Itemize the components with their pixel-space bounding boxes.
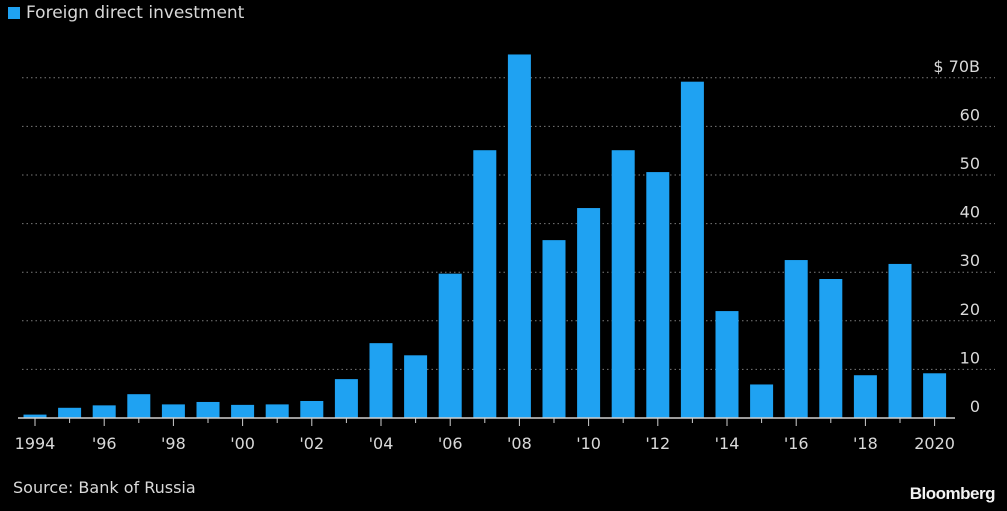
x-tick-label: '02 xyxy=(299,434,324,453)
source-note: Source: Bank of Russia xyxy=(13,478,196,497)
bar-1996 xyxy=(92,405,116,418)
bar-2019 xyxy=(888,263,912,418)
bar-2008 xyxy=(507,54,531,419)
x-tick-label: 1994 xyxy=(15,434,56,453)
x-tick-label: '14 xyxy=(715,434,740,453)
x-tick-label: '96 xyxy=(92,434,117,453)
bar-2010 xyxy=(577,208,601,418)
x-tick-label: '08 xyxy=(507,434,532,453)
x-tick-label: '16 xyxy=(784,434,809,453)
bar-2011 xyxy=(611,150,635,419)
bar-1995 xyxy=(58,407,82,418)
bar-2018 xyxy=(853,375,877,418)
x-tick-label: '06 xyxy=(438,434,463,453)
x-tick-label: '04 xyxy=(369,434,394,453)
bar-2016 xyxy=(784,260,808,418)
bar-1998 xyxy=(161,404,185,418)
bloomberg-logo: Bloomberg xyxy=(909,484,996,503)
bar-2006 xyxy=(438,273,462,418)
x-tick-label: '10 xyxy=(576,434,601,453)
y-tick-label: 40 xyxy=(960,203,980,222)
bar-2007 xyxy=(473,150,497,419)
bar-2020 xyxy=(923,373,947,418)
bar-2004 xyxy=(369,343,393,418)
y-tick-label: $ 70B xyxy=(933,57,980,76)
x-tick-label: '00 xyxy=(230,434,255,453)
bar-2012 xyxy=(646,172,670,418)
x-tick-label: '18 xyxy=(853,434,878,453)
bar-2001 xyxy=(265,404,289,418)
legend-swatch xyxy=(8,7,20,19)
bar-2000 xyxy=(231,404,255,418)
bar-2013 xyxy=(680,81,704,419)
bar-1997 xyxy=(127,394,151,418)
bar-2014 xyxy=(715,311,739,418)
legend: Foreign direct investment xyxy=(8,2,244,24)
bar-2003 xyxy=(334,379,358,418)
bar-2017 xyxy=(819,279,843,418)
y-tick-label: 30 xyxy=(960,251,980,270)
y-tick-label: 50 xyxy=(960,154,980,173)
bar-2002 xyxy=(300,400,324,418)
legend-label: Foreign direct investment xyxy=(26,3,245,23)
x-tick-label: '98 xyxy=(161,434,186,453)
x-tick-label: '12 xyxy=(645,434,670,453)
y-tick-label: 20 xyxy=(960,300,980,319)
y-tick-label: 10 xyxy=(960,348,980,367)
bar-1994 xyxy=(23,414,47,418)
bar-2005 xyxy=(404,355,428,418)
bar-1999 xyxy=(196,401,220,418)
x-tick-label: 2020 xyxy=(914,434,955,453)
bar-2015 xyxy=(750,384,774,418)
y-tick-label: 0 xyxy=(970,397,980,416)
bar-2009 xyxy=(542,240,566,418)
y-tick-label: 60 xyxy=(960,105,980,124)
